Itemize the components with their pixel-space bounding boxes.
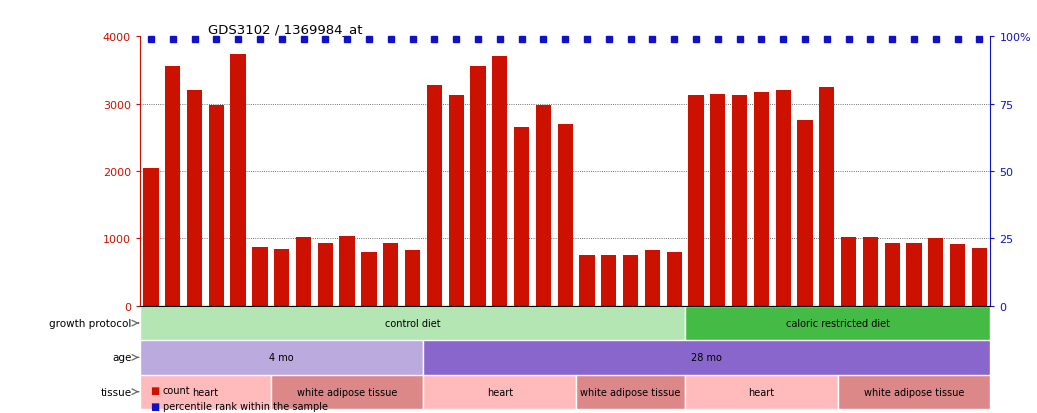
Text: 4 mo: 4 mo — [270, 353, 295, 363]
Text: GDS3102 / 1369984_at: GDS3102 / 1369984_at — [208, 23, 363, 36]
Bar — [841, 237, 857, 306]
Bar — [928, 238, 944, 306]
Text: heart: heart — [749, 387, 775, 397]
Bar — [493, 57, 507, 306]
Bar — [317, 244, 333, 306]
Bar — [819, 88, 835, 306]
Bar — [580, 256, 594, 306]
Bar — [471, 67, 485, 306]
Text: ■: ■ — [150, 401, 160, 411]
Bar — [404, 250, 420, 306]
Bar — [558, 125, 572, 306]
Text: age: age — [112, 353, 132, 363]
Bar — [863, 237, 878, 306]
Bar — [339, 236, 355, 306]
Bar — [143, 169, 159, 306]
Bar — [536, 106, 551, 306]
Bar — [361, 252, 376, 306]
Bar — [797, 121, 813, 306]
Text: count: count — [163, 385, 191, 395]
Bar — [972, 248, 987, 306]
Bar — [689, 96, 704, 306]
Text: white adipose tissue: white adipose tissue — [581, 387, 680, 397]
Bar — [140, 306, 685, 340]
Bar — [187, 91, 202, 306]
Bar — [383, 244, 398, 306]
Bar — [426, 85, 442, 306]
Bar — [754, 93, 769, 306]
Text: control diet: control diet — [385, 318, 441, 328]
Bar — [685, 375, 838, 409]
Bar — [423, 375, 577, 409]
Text: heart: heart — [486, 387, 513, 397]
Bar — [230, 55, 246, 306]
Bar — [667, 252, 681, 306]
Bar — [140, 340, 423, 375]
Bar — [645, 250, 660, 306]
Bar — [274, 249, 289, 306]
Bar — [423, 340, 990, 375]
Bar — [776, 91, 791, 306]
Bar — [601, 255, 616, 306]
Bar — [252, 247, 268, 306]
Text: percentile rank within the sample: percentile rank within the sample — [163, 401, 328, 411]
Bar — [838, 375, 990, 409]
Bar — [710, 94, 726, 306]
Bar — [950, 244, 965, 306]
Text: white adipose tissue: white adipose tissue — [297, 387, 397, 397]
Bar — [514, 127, 529, 306]
Text: 28 mo: 28 mo — [692, 353, 723, 363]
Bar — [208, 106, 224, 306]
Bar — [732, 96, 748, 306]
Bar — [165, 67, 180, 306]
Bar — [449, 96, 464, 306]
Bar — [271, 375, 423, 409]
Text: ■: ■ — [150, 385, 160, 395]
Bar — [885, 244, 900, 306]
Bar — [577, 375, 685, 409]
Text: heart: heart — [192, 387, 219, 397]
Bar — [685, 306, 990, 340]
Bar — [623, 256, 638, 306]
Text: tissue: tissue — [101, 387, 132, 397]
Text: caloric restricted diet: caloric restricted diet — [786, 318, 890, 328]
Text: white adipose tissue: white adipose tissue — [864, 387, 964, 397]
Text: growth protocol: growth protocol — [49, 318, 132, 328]
Bar — [296, 237, 311, 306]
Bar — [906, 243, 922, 306]
Bar — [140, 375, 271, 409]
